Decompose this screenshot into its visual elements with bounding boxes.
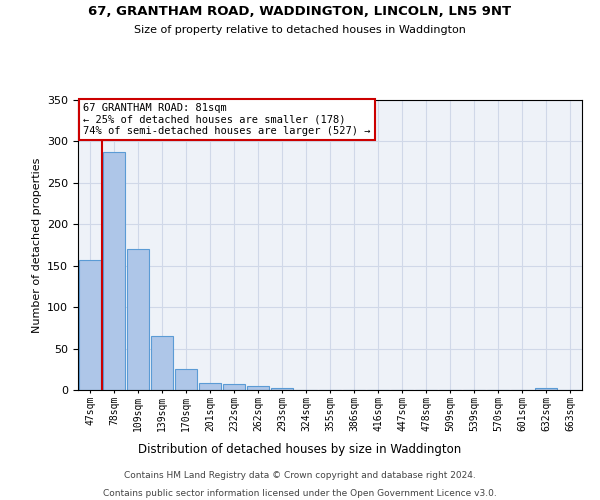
Bar — [223, 384, 245, 390]
Text: Distribution of detached houses by size in Waddington: Distribution of detached houses by size … — [139, 442, 461, 456]
Text: Contains HM Land Registry data © Crown copyright and database right 2024.: Contains HM Land Registry data © Crown c… — [124, 471, 476, 480]
Bar — [247, 386, 269, 390]
Text: 67 GRANTHAM ROAD: 81sqm
← 25% of detached houses are smaller (178)
74% of semi-d: 67 GRANTHAM ROAD: 81sqm ← 25% of detache… — [83, 103, 371, 136]
Bar — [79, 260, 101, 390]
Text: Size of property relative to detached houses in Waddington: Size of property relative to detached ho… — [134, 25, 466, 35]
Bar — [151, 336, 173, 390]
Bar — [127, 249, 149, 390]
Bar — [175, 370, 197, 390]
Text: 67, GRANTHAM ROAD, WADDINGTON, LINCOLN, LN5 9NT: 67, GRANTHAM ROAD, WADDINGTON, LINCOLN, … — [88, 5, 512, 18]
Bar — [103, 152, 125, 390]
Y-axis label: Number of detached properties: Number of detached properties — [32, 158, 41, 332]
Bar — [535, 388, 557, 390]
Bar — [199, 382, 221, 390]
Text: Contains public sector information licensed under the Open Government Licence v3: Contains public sector information licen… — [103, 488, 497, 498]
Bar — [271, 388, 293, 390]
